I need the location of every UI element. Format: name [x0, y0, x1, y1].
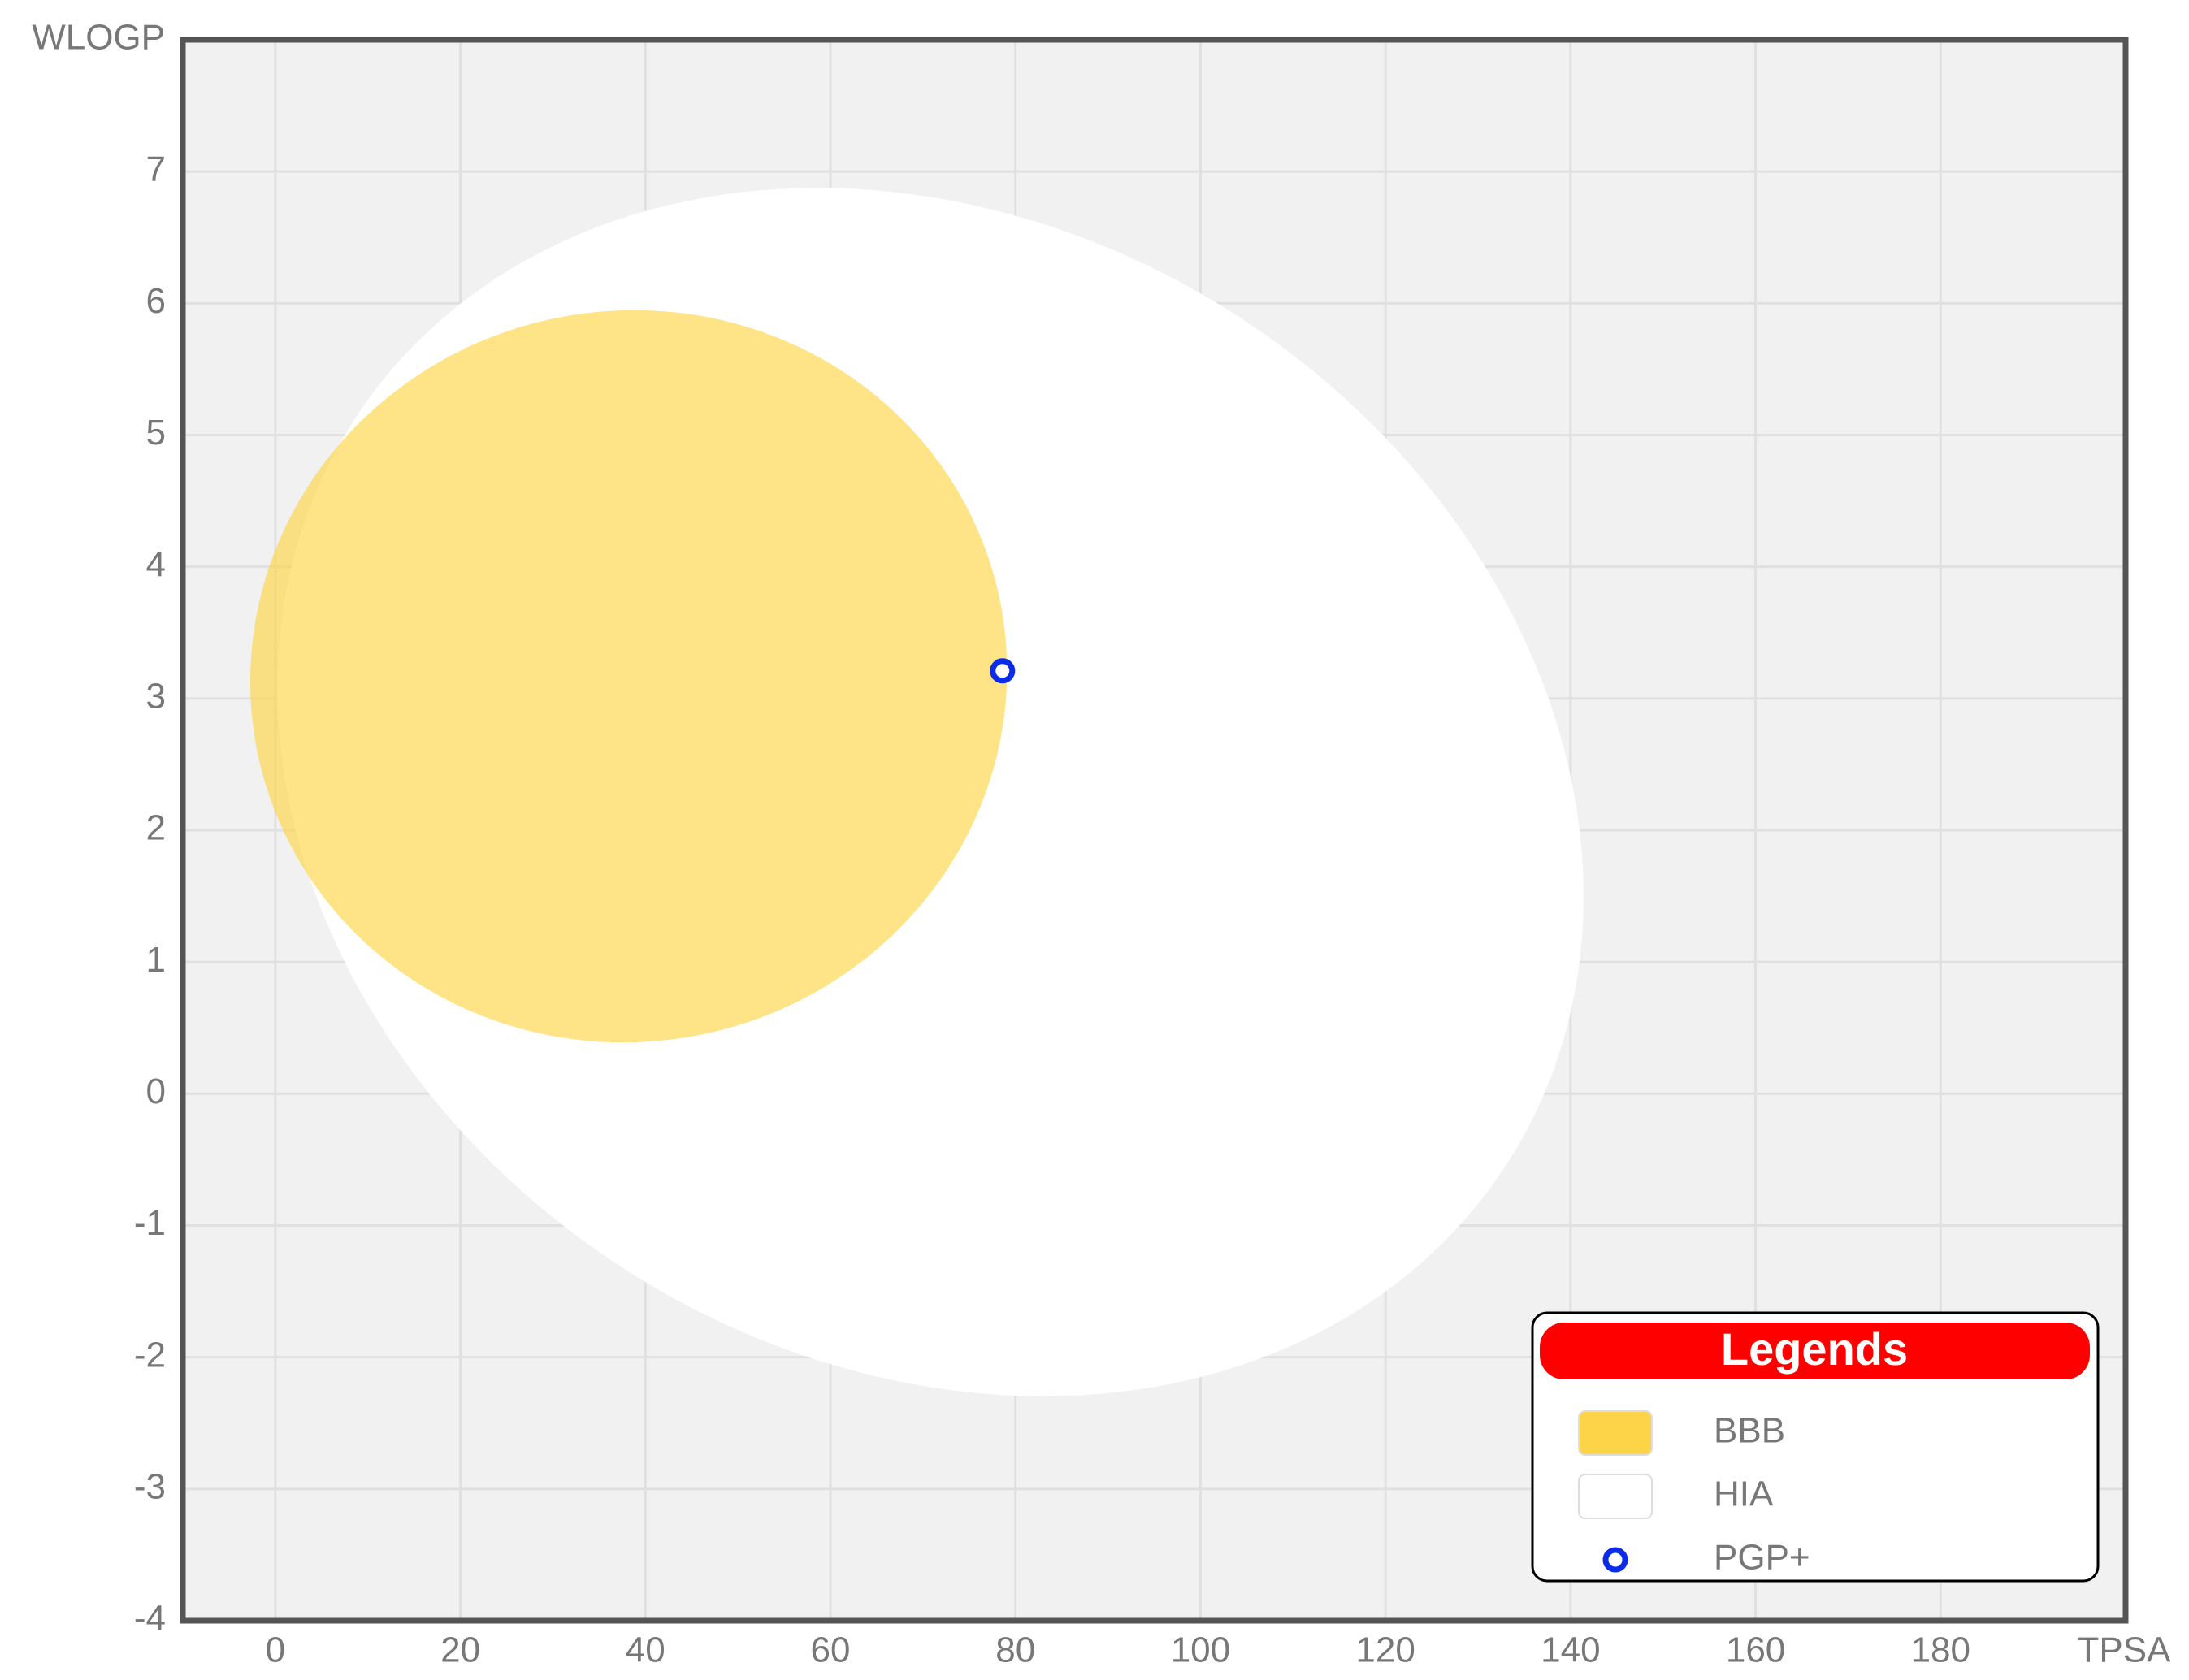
x-tick-label: 20 [440, 1630, 480, 1670]
x-tick-label: 160 [1726, 1630, 1785, 1670]
x-axis-title: TPSA [2078, 1630, 2172, 1670]
y-tick-label: -3 [134, 1466, 166, 1506]
legend-box [1531, 1311, 2100, 1583]
legend-label: PGP+ [1714, 1538, 1810, 1578]
y-tick-label: 1 [146, 940, 166, 980]
x-tick-label: 120 [1355, 1630, 1415, 1670]
y-tick-label: 5 [146, 413, 166, 452]
y-tick-label: 3 [146, 676, 166, 716]
legend-marker [1602, 1547, 1628, 1573]
x-tick-label: 180 [1911, 1630, 1970, 1670]
legend-header [1540, 1323, 2090, 1379]
y-tick-label: 0 [146, 1072, 166, 1111]
y-tick-label: -2 [134, 1335, 166, 1375]
x-tick-label: 0 [266, 1630, 285, 1670]
x-tick-label: 40 [626, 1630, 665, 1670]
plot-border [180, 37, 2129, 1624]
legend-swatch [1578, 1474, 1653, 1519]
y-tick-label: -4 [134, 1599, 166, 1639]
legend-label: BBB [1714, 1411, 1785, 1451]
y-axis-title: WLOGP [32, 18, 165, 58]
legend-swatch [1578, 1410, 1653, 1456]
legend-label: HIA [1714, 1474, 1774, 1514]
x-tick-label: 140 [1541, 1630, 1600, 1670]
x-tick-label: 100 [1171, 1630, 1230, 1670]
y-tick-label: 7 [146, 149, 166, 189]
y-tick-label: 4 [146, 544, 166, 584]
y-tick-label: 6 [146, 281, 166, 321]
x-tick-label: 60 [811, 1630, 851, 1670]
legend-title: Legends [1721, 1323, 1908, 1375]
data-point [990, 658, 1016, 684]
y-tick-label: 2 [146, 808, 166, 848]
y-tick-label: -1 [134, 1203, 166, 1243]
legend: Legends BBB HIA PGP+ [1531, 1311, 2100, 1583]
bbb-region [249, 310, 1008, 1043]
regions [249, 188, 1584, 1396]
x-tick-label: 80 [995, 1630, 1035, 1670]
